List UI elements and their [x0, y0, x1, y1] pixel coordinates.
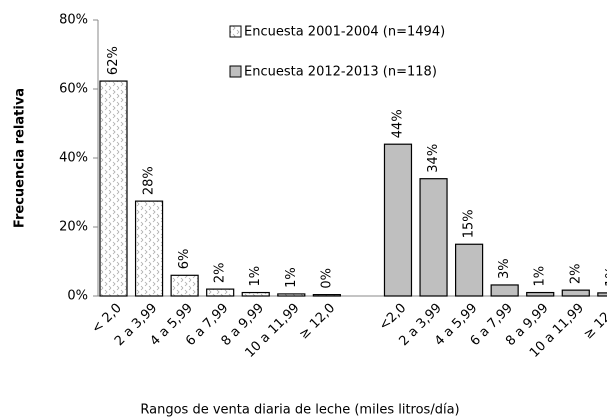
data-label: 1%: [284, 267, 299, 288]
legend-label: Encuesta 2001-2004 (n=1494): [244, 25, 445, 40]
bar: [206, 288, 235, 297]
y-tick-label: 80%: [59, 13, 88, 28]
x-tick-label: <2,0: [376, 301, 409, 334]
legend-label: Encuesta 2012-2013 (n=118): [244, 65, 437, 80]
data-label: 44%: [390, 109, 405, 138]
data-label: 3%: [497, 258, 512, 279]
data-label: 15%: [462, 209, 477, 238]
y-tick-label: 0%: [67, 289, 88, 304]
bar: [241, 291, 270, 297]
bar: [561, 289, 590, 297]
y-tick-label: 20%: [59, 220, 88, 235]
data-label: 1%: [533, 266, 548, 287]
data-label: 1%: [604, 266, 607, 287]
bar: [277, 293, 306, 297]
data-label: 2%: [213, 262, 228, 283]
bar: [419, 178, 448, 297]
bar: [490, 284, 519, 297]
data-label: 2%: [568, 264, 583, 285]
bar: [526, 291, 555, 297]
data-label: 34%: [426, 144, 441, 173]
data-label: 6%: [177, 249, 192, 270]
x-axis-label: Rangos de venta diaria de leche (miles l…: [140, 403, 459, 418]
data-label: 0%: [319, 268, 334, 289]
bar: [455, 243, 484, 297]
bar: [383, 143, 413, 297]
data-label: 62%: [106, 46, 121, 75]
y-tick-label: 40%: [59, 151, 88, 166]
y-axis-label: Frecuencia relativa: [13, 88, 28, 228]
bar: [312, 294, 341, 297]
legend-swatch: [229, 65, 242, 78]
data-label: 28%: [142, 166, 157, 195]
x-tick-label: ≥ 12,0: [296, 301, 338, 343]
bar: [99, 80, 128, 297]
bar: [597, 292, 607, 297]
bar: [134, 200, 164, 297]
legend-swatch: [229, 25, 242, 38]
y-tick-label: 60%: [59, 82, 88, 97]
x-tick-label: ≥ 12,0: [581, 301, 607, 343]
data-label: 1%: [248, 266, 263, 287]
bar: [170, 274, 199, 297]
